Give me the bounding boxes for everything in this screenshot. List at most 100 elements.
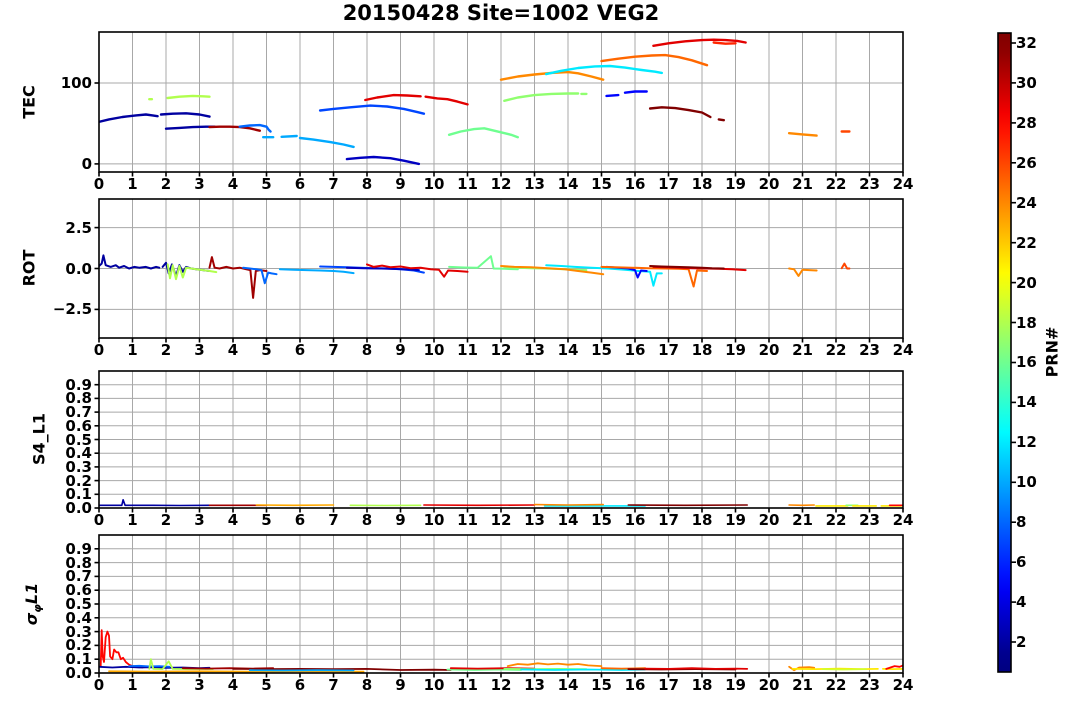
x-tick-label: 6: [294, 676, 306, 694]
y-tick-label: 0.9: [65, 375, 92, 394]
x-tick-label: 5: [261, 511, 272, 529]
y-tick-label: 0.2: [65, 471, 92, 490]
x-tick-label: 12: [490, 511, 512, 529]
x-tick-label: 14: [557, 676, 579, 694]
x-tick-label: 3: [194, 511, 205, 529]
x-tick-label: 11: [457, 511, 478, 529]
x-tick-label: 5: [261, 676, 272, 694]
x-tick-label: 21: [792, 341, 813, 359]
x-tick-label: 21: [792, 676, 813, 694]
x-tick-label: 20: [758, 341, 780, 359]
x-tick-label: 13: [524, 175, 545, 193]
colorbar-tick-label: 16: [1016, 353, 1037, 372]
x-tick-label: 20: [758, 676, 780, 694]
x-tick-label: 9: [395, 341, 406, 359]
x-tick-label: 20: [758, 175, 780, 193]
x-tick-label: 12: [490, 676, 512, 694]
y-tick-label: 0.3: [65, 622, 92, 641]
x-tick-label: 23: [859, 341, 880, 359]
x-tick-label: 4: [227, 175, 239, 193]
y-tick-label: 0.6: [65, 416, 92, 435]
x-tick-label: 15: [591, 341, 612, 359]
y-tick-label: −2.5: [52, 300, 92, 319]
x-tick-label: 12: [490, 341, 512, 359]
x-tick-label: 6: [294, 341, 306, 359]
x-tick-label: 1: [127, 676, 138, 694]
x-tick-label: 3: [194, 341, 205, 359]
x-tick-label: 18: [691, 175, 713, 193]
x-tick-label: 13: [524, 511, 545, 529]
y-tick-label: 0.3: [65, 457, 92, 476]
colorbar-tick-label: 24: [1016, 193, 1037, 212]
y-tick-label: 0.8: [65, 389, 92, 408]
x-tick-label: 15: [591, 511, 612, 529]
x-tick-label: 17: [658, 676, 679, 694]
colorbar-tick-label: 30: [1016, 73, 1037, 92]
y-tick-label: 0: [81, 154, 92, 173]
colorbar-tick-label: 26: [1016, 153, 1037, 172]
x-tick-label: 23: [859, 676, 880, 694]
x-tick-label: 9: [395, 511, 406, 529]
x-tick-label: 22: [825, 175, 847, 193]
x-tick-label: 22: [825, 676, 847, 694]
x-tick-label: 9: [395, 175, 406, 193]
y-tick-label: 0.1: [65, 485, 92, 504]
x-tick-label: 7: [328, 511, 339, 529]
x-tick-label: 2: [160, 175, 172, 193]
x-tick-label: 22: [825, 511, 847, 529]
x-tick-label: 0: [93, 175, 105, 193]
x-tick-label: 2: [160, 511, 172, 529]
colorbar-tick-label: 32: [1016, 33, 1037, 52]
colorbar-tick-label: 12: [1016, 433, 1037, 452]
x-tick-label: 24: [892, 511, 914, 529]
panel-rot: [94, 198, 904, 343]
x-tick-label: 2: [160, 341, 172, 359]
y-tick-label: 0.0: [65, 664, 92, 682]
x-tick-label: 17: [658, 341, 679, 359]
x-tick-label: 24: [892, 341, 914, 359]
colorbar-tick-label: 28: [1016, 113, 1037, 132]
x-tick-label: 19: [725, 175, 746, 193]
s4-plot: [94, 370, 904, 513]
y-tick-label: 0.7: [65, 567, 92, 586]
x-tick-label: 10: [423, 676, 445, 694]
x-tick-label: 8: [361, 341, 373, 359]
y-tick-label: 100: [60, 73, 92, 92]
y-tick-label: 0.4: [65, 608, 92, 627]
y-tick-label: 0.9: [65, 539, 92, 558]
x-tick-label: 13: [524, 676, 545, 694]
x-tick-label: 8: [361, 175, 373, 193]
x-tick-label: 23: [859, 511, 880, 529]
x-tick-label: 22: [825, 341, 847, 359]
x-tick-label: 14: [557, 341, 579, 359]
panel-tec: [94, 31, 904, 177]
x-tick-label: 0: [93, 676, 105, 694]
x-tick-label: 11: [457, 175, 478, 193]
x-tick-label: 0: [93, 341, 105, 359]
x-tick-label: 10: [423, 341, 445, 359]
y-tick-label: 0.0: [65, 499, 92, 517]
x-tick-label: 16: [624, 341, 646, 359]
y-tick-label: 0.6: [65, 581, 92, 600]
x-tick-label: 17: [658, 511, 679, 529]
x-tick-label: 16: [624, 175, 646, 193]
colorbar-tick-label: 10: [1016, 473, 1037, 492]
panel-sigphi: [94, 534, 904, 678]
x-tick-label: 15: [591, 175, 612, 193]
x-tick-label: 24: [892, 676, 914, 694]
y-tick-label: 0.4: [65, 444, 92, 463]
colorbar: [997, 32, 1016, 673]
y-tick-label: 0.1: [65, 650, 92, 669]
x-tick-label: 8: [361, 511, 373, 529]
x-tick-label: 9: [395, 676, 406, 694]
x-tick-label: 19: [725, 676, 746, 694]
x-tick-label: 12: [490, 175, 512, 193]
x-tick-label: 15: [591, 676, 612, 694]
y-tick-label: 0.0: [65, 259, 92, 278]
colorbar-tick-label: 18: [1016, 313, 1037, 332]
x-tick-label: 13: [524, 341, 545, 359]
x-tick-label: 16: [624, 676, 646, 694]
colorbar-label: PRN#: [1042, 326, 1062, 378]
x-tick-label: 2: [160, 676, 172, 694]
